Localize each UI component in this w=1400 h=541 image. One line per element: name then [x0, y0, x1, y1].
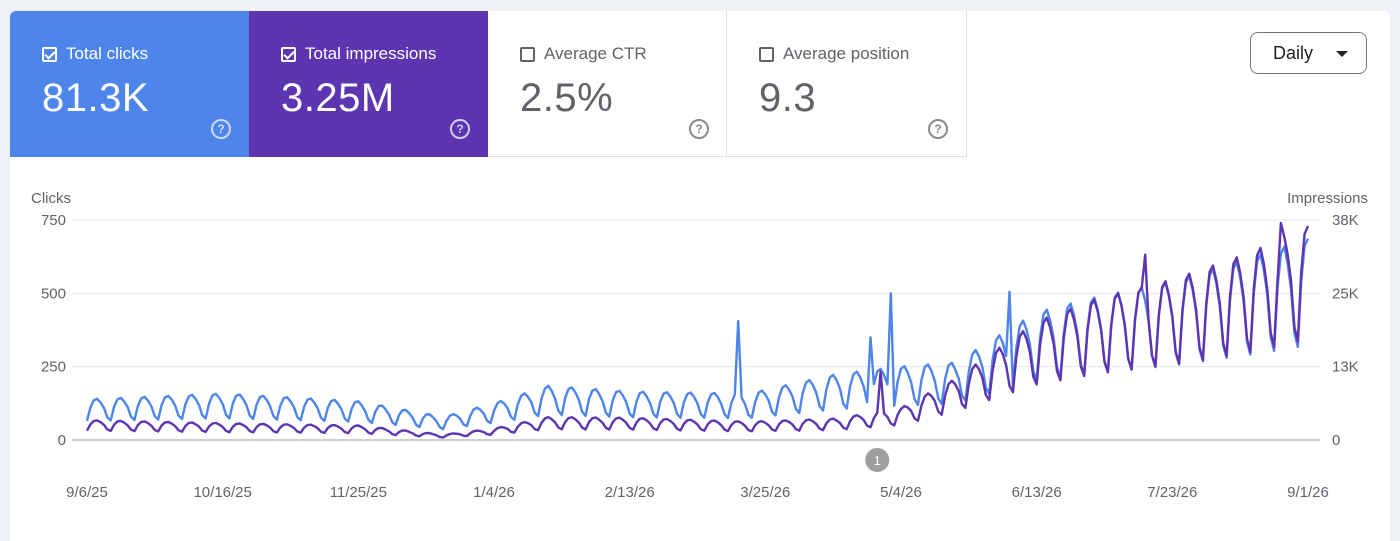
help-icon[interactable]: ?	[928, 119, 948, 139]
y-right-tick-label: 0	[1332, 432, 1340, 449]
period-select-label: Daily	[1273, 42, 1314, 63]
checkbox-icon[interactable]	[42, 46, 57, 62]
metric-header: Average position	[759, 44, 909, 64]
y-right-tick-label: 25K	[1332, 285, 1359, 302]
metric-total-impressions[interactable]: Total impressions 3.25M ?	[249, 11, 488, 157]
performance-chart: Clicks Impressions 750 38K 500 25K 250 13K 0 0 9…	[31, 190, 1368, 501]
metric-label: Average CTR	[544, 44, 647, 63]
checkbox-icon[interactable]	[759, 46, 774, 62]
metric-header: Total clicks	[42, 44, 148, 64]
y-right-tick-label: 13K	[1332, 359, 1359, 376]
chevron-down-icon	[1336, 51, 1348, 57]
metric-value: 9.3	[759, 76, 817, 120]
x-tick-label: 3/25/26	[740, 484, 790, 501]
metric-header: Average CTR	[520, 44, 647, 64]
y-left-axis-title: Clicks	[31, 190, 71, 207]
y-left-tick-label: 500	[41, 285, 66, 302]
annotation-marker-label: 1	[874, 453, 881, 468]
x-tick-label: 11/25/25	[330, 484, 387, 501]
performance-card: Total clicks 81.3K ? Total impressions 3…	[10, 11, 1390, 541]
y-right-tick-label: 38K	[1332, 212, 1359, 229]
metric-value: 3.25M	[281, 76, 395, 120]
annotation-marker[interactable]: 1	[865, 448, 890, 472]
y-left-tick-label: 750	[41, 212, 66, 229]
y-left-tick-label: 0	[58, 432, 66, 449]
metric-label: Total impressions	[305, 44, 437, 63]
series-line-impressions	[85, 221, 1310, 439]
x-tick-label: 7/23/26	[1147, 484, 1197, 501]
x-tick-label: 1/4/26	[473, 484, 515, 501]
y-left-tick-label: 250	[41, 359, 66, 376]
metric-label: Average position	[783, 44, 910, 63]
metric-value: 81.3K	[42, 76, 150, 120]
metric-value: 2.5%	[520, 76, 614, 120]
x-tick-label: 9/6/25	[66, 484, 108, 501]
metric-label: Total clicks	[66, 44, 149, 63]
metric-total-clicks[interactable]: Total clicks 81.3K ?	[10, 11, 249, 157]
metric-header: Total impressions	[281, 44, 436, 64]
x-tick-label: 9/1/26	[1287, 484, 1329, 501]
help-icon[interactable]: ?	[450, 119, 470, 139]
help-icon[interactable]: ?	[689, 119, 709, 139]
checkbox-icon[interactable]	[281, 46, 296, 62]
metric-average-ctr[interactable]: Average CTR 2.5% ?	[488, 11, 727, 157]
help-icon[interactable]: ?	[211, 119, 231, 139]
period-select[interactable]: Daily	[1250, 32, 1367, 74]
x-tick-label: 2/13/26	[605, 484, 655, 501]
y-right-axis-title: Impressions	[1287, 190, 1368, 207]
metric-average-position[interactable]: Average position 9.3 ?	[727, 11, 967, 157]
x-tick-label: 10/16/25	[193, 484, 251, 501]
x-tick-label: 5/4/26	[880, 484, 922, 501]
x-tick-label: 6/13/26	[1012, 484, 1062, 501]
checkbox-icon[interactable]	[520, 46, 535, 62]
